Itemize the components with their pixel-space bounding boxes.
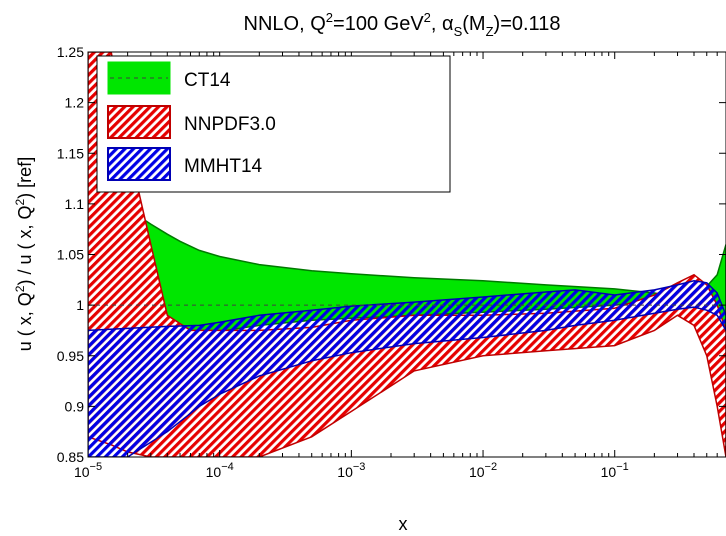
y-axis-label: u ( x, Q2) / u ( x, Q2) [ref] [13,157,35,351]
x-tick-label: 10−2 [469,461,497,480]
legend-label-ct14: CT14 [184,70,231,91]
legend: CT14 NNPDF3.0 MMHT14 [97,56,450,192]
y-tick-label: 0.9 [65,398,85,414]
legend-label-nnpdf: NNPDF3.0 [184,114,276,135]
y-tick-label: 1.1 [65,196,85,212]
x-tick-label: 10−4 [206,461,234,480]
y-tick-label: 1.2 [65,95,85,111]
y-tick-label: 1 [76,297,84,313]
chart-title: NNLO, Q2=100 GeV2, αS(MZ)=0.118 [244,10,561,39]
x-tick-label: 10−1 [601,461,629,480]
legend-swatch-mmht [108,148,170,180]
x-tick-label: 10−3 [337,461,365,480]
y-tick-label: 1.25 [57,44,84,60]
y-tick-label: 1.15 [57,145,84,161]
legend-swatch-nnpdf [108,106,170,138]
y-tick-label: 0.95 [57,348,84,364]
x-axis-label: x [399,514,408,534]
y-tick-label: 1.05 [57,247,84,263]
y-tick-label: 0.85 [57,449,84,465]
legend-label-mmht: MMHT14 [184,156,263,177]
